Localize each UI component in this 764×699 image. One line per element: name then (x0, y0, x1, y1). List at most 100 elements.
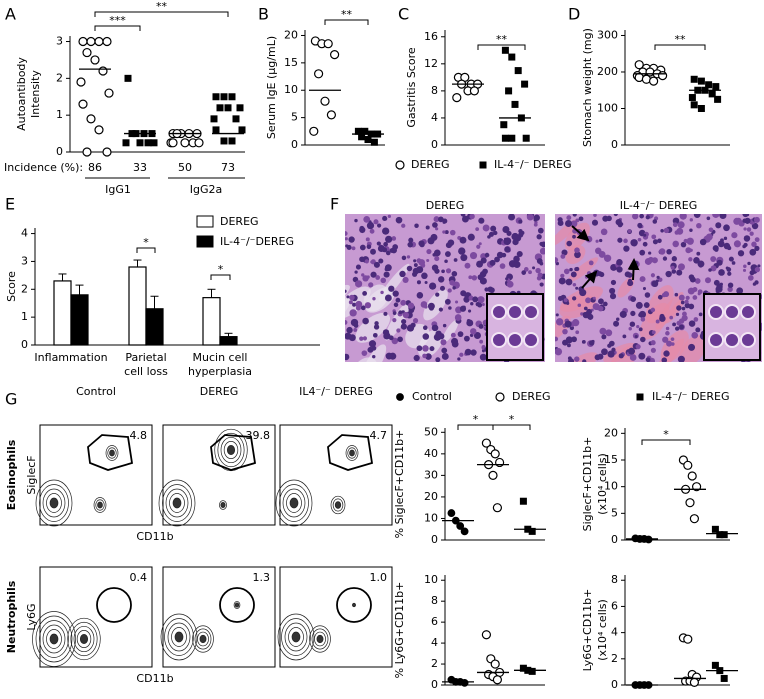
y-tick-label: 5 (611, 506, 618, 519)
arrow (581, 270, 598, 289)
cell-nucleus (376, 241, 381, 246)
cell-nucleus (651, 280, 659, 288)
cell-nucleus (678, 294, 685, 301)
data-point (86, 36, 96, 47)
cell-nucleus (445, 268, 452, 274)
cell-nucleus (613, 214, 618, 217)
bar (53, 280, 72, 346)
cell-nucleus (416, 280, 421, 285)
data-point (212, 93, 220, 101)
cell-nucleus (560, 273, 565, 278)
cell-nucleus (463, 335, 470, 342)
inset-cell (740, 332, 756, 348)
data-point (228, 137, 236, 145)
significance-label: ** (341, 8, 353, 21)
contour (192, 625, 214, 653)
cell-nucleus (372, 297, 376, 301)
data-point (689, 677, 700, 687)
data-point (683, 634, 693, 644)
cell-nucleus (351, 246, 356, 251)
cell-nucleus (438, 307, 443, 312)
cell-nucleus (642, 286, 647, 291)
cell-nucleus (723, 224, 730, 232)
gate-value: 1.0 (370, 571, 388, 584)
data-point (314, 69, 324, 79)
data-point (216, 104, 224, 112)
data-point (370, 138, 378, 146)
cell-nucleus (610, 279, 617, 286)
data-point (697, 77, 705, 85)
data-point (690, 101, 698, 109)
contour (288, 627, 304, 647)
contour (70, 621, 98, 657)
cell-nucleus (355, 264, 361, 270)
cell-nucleus (387, 214, 391, 218)
cell-nucleus (630, 239, 638, 247)
cell-nucleus (662, 336, 669, 343)
panel-label: A (5, 5, 16, 24)
cell-nucleus (659, 315, 666, 322)
y-axis-label: Autoantibody (15, 57, 28, 131)
cell-nucleus (680, 300, 685, 305)
cell-nucleus (689, 218, 693, 222)
cell-nucleus (416, 292, 424, 299)
cell-nucleus (696, 251, 701, 256)
cell-nucleus (619, 310, 627, 318)
cell-nucleus (373, 219, 379, 225)
cell-nucleus (572, 296, 577, 301)
contour (311, 628, 329, 650)
cell-nucleus (561, 249, 568, 256)
inset-cell (523, 304, 539, 320)
data-point (687, 471, 697, 481)
tissue-streak (426, 359, 456, 388)
cell-nucleus (645, 215, 650, 220)
cell-nucleus (416, 345, 423, 352)
cell-nucleus (370, 271, 377, 278)
cell-nucleus (699, 238, 707, 246)
gate (327, 434, 374, 471)
cell-nucleus (360, 305, 366, 311)
cell-nucleus (650, 347, 656, 353)
cell-nucleus (688, 303, 695, 310)
cell-nucleus (727, 282, 734, 288)
cell-nucleus (581, 339, 586, 344)
contour (352, 602, 356, 608)
cell-nucleus (670, 265, 675, 270)
cell-nucleus (688, 274, 695, 280)
cell-nucleus (570, 220, 578, 228)
cell-nucleus (676, 305, 682, 311)
data-point (508, 134, 516, 142)
gate-value: 39.8 (246, 429, 271, 442)
legend-label: DEREG (220, 215, 259, 228)
cell-nucleus (639, 214, 644, 219)
contour (233, 601, 241, 609)
data-point (447, 509, 456, 517)
cell-nucleus (592, 303, 600, 311)
cell-nucleus (508, 214, 516, 221)
cell-nucleus (426, 259, 430, 263)
data-point (354, 127, 362, 135)
contour (282, 488, 306, 518)
cell-nucleus (574, 251, 581, 259)
bar (219, 336, 238, 346)
cell-nucleus (377, 223, 382, 228)
cell-nucleus (457, 331, 464, 338)
cell-nucleus (627, 272, 633, 278)
cell-nucleus (736, 289, 741, 294)
cell-nucleus (591, 219, 599, 226)
cell-nucleus (683, 238, 688, 244)
cell-nucleus (710, 256, 717, 262)
cell-nucleus (429, 346, 435, 352)
cell-nucleus (674, 326, 680, 331)
cell-nucleus (461, 215, 469, 223)
cell-nucleus (383, 241, 389, 247)
cell-nucleus (692, 287, 698, 293)
incidence-label: Incidence (%): (4, 161, 83, 174)
data-point (492, 503, 502, 513)
cell-nucleus (478, 323, 484, 329)
cell-nucleus (680, 241, 687, 248)
cell-nucleus (569, 267, 573, 272)
cell-nucleus (663, 350, 670, 357)
cell-nucleus (388, 285, 395, 292)
cell-nucleus (560, 254, 566, 259)
